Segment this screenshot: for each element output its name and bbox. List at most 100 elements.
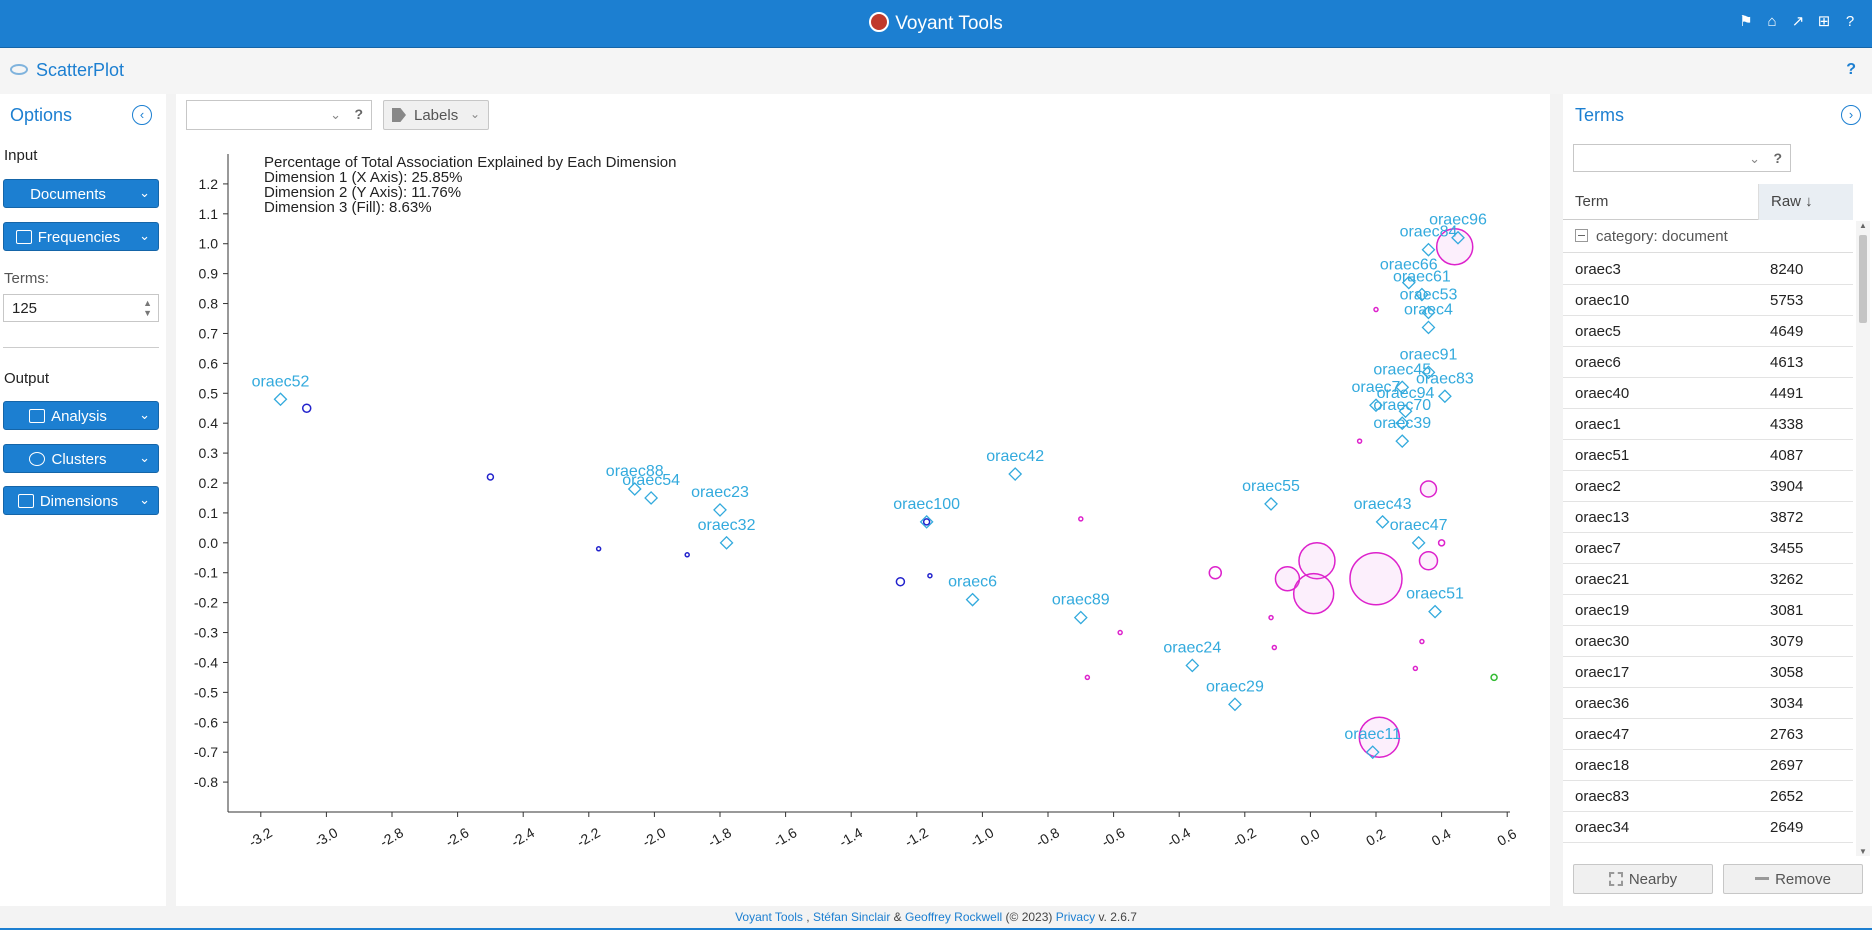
collapse-left-icon[interactable]: ‹: [132, 105, 152, 125]
document-point: [1421, 365, 1436, 380]
input-section-label: Input: [4, 147, 38, 164]
table-row[interactable]: oraec47 2763: [1563, 719, 1853, 750]
collapse-group-icon[interactable]: [1575, 229, 1588, 242]
table-row[interactable]: oraec40 4491: [1563, 378, 1853, 409]
x-tick-label: -0.6: [1099, 824, 1128, 850]
table-row[interactable]: oraec2 3904: [1563, 471, 1853, 502]
voyant-logo-icon: [869, 12, 890, 32]
scroll-thumb[interactable]: [1859, 235, 1867, 323]
scatterplot-area: ⌄ ? Labels ⌄ 1.2 1.1 1.0 0.9 0.8 0.7 0.6 0.5 0.4…: [176, 94, 1550, 906]
terms-search-select[interactable]: ⌄ ?: [1573, 144, 1791, 172]
raw-cell: 3034: [1770, 695, 1804, 712]
minus-icon: [1755, 877, 1770, 880]
table-row[interactable]: oraec36 3034: [1563, 688, 1853, 719]
nearby-button[interactable]: Nearby: [1573, 864, 1713, 894]
analysis-button[interactable]: Analysis ⌄: [3, 401, 159, 430]
table-row[interactable]: oraec5 4649: [1563, 316, 1853, 347]
document-select[interactable]: ⌄ ?: [186, 100, 372, 130]
clusters-button[interactable]: Clusters ⌄: [3, 444, 159, 473]
y-tick-label: 1.2: [199, 176, 219, 192]
document-label: oraec32: [698, 517, 756, 534]
chevron-down-icon: ⌄: [1749, 151, 1760, 166]
document-point: [919, 514, 934, 529]
top-icons: ⚑ ⌂ ↗ ⊞ ?: [1738, 14, 1858, 30]
collapse-right-icon[interactable]: ›: [1841, 105, 1861, 125]
export-icon[interactable]: ↗: [1791, 13, 1805, 30]
document-label: oraec42: [986, 448, 1044, 465]
table-row[interactable]: oraec21 3262: [1563, 564, 1853, 595]
column-raw[interactable]: Raw ↓: [1759, 184, 1853, 220]
term-point: [595, 546, 602, 552]
raw-cell: 3872: [1770, 509, 1804, 526]
app-brand[interactable]: Voyant Tools: [0, 12, 1872, 35]
term-point: [1490, 673, 1498, 682]
table-row[interactable]: oraec19 3081: [1563, 595, 1853, 626]
help-icon[interactable]: ?: [1845, 13, 1855, 30]
scroll-down-icon[interactable]: ▼: [1859, 847, 1867, 856]
scroll-up-icon[interactable]: ▲: [1859, 221, 1867, 230]
table-row[interactable]: oraec13 3872: [1563, 502, 1853, 533]
x-tick-label: -2.8: [377, 824, 406, 850]
table-row[interactable]: oraec7 3455: [1563, 533, 1853, 564]
table-row[interactable]: oraec34 2649: [1563, 812, 1853, 843]
x-tick-label: -1.4: [836, 824, 865, 850]
terms-count-input[interactable]: 125 ▲ ▼: [3, 294, 159, 322]
frequencies-button[interactable]: Frequencies ⌄: [3, 222, 159, 251]
author-link-sinclair[interactable]: Stéfan Sinclair: [812, 910, 891, 924]
table-row[interactable]: oraec10 5753: [1563, 285, 1853, 316]
document-point: [1421, 242, 1436, 257]
document-point: [627, 482, 642, 496]
calculator-icon: [29, 409, 46, 423]
panel-help-button[interactable]: ?: [1846, 61, 1856, 78]
documents-button[interactable]: Documents ⌄: [3, 179, 159, 208]
author-link-rockwell[interactable]: Geoffrey Rockwell: [905, 910, 1003, 924]
table-row[interactable]: oraec1 4338: [1563, 409, 1853, 440]
y-tick-label: -0.5: [194, 684, 218, 700]
translate-icon[interactable]: ⚑: [1739, 13, 1753, 30]
term-point: [1358, 716, 1401, 758]
x-tick-label: -3.0: [311, 824, 340, 850]
document-label: oraec53: [1400, 287, 1458, 304]
table-row[interactable]: oraec18 2697: [1563, 750, 1853, 781]
y-tick-label: 0.7: [199, 325, 219, 341]
term-point: [1373, 306, 1379, 313]
table-row[interactable]: oraec17 3058: [1563, 657, 1853, 688]
term-cell: oraec30: [1575, 633, 1630, 650]
document-label: oraec24: [1163, 639, 1221, 656]
term-point: [927, 572, 933, 579]
document-label: oraec70: [1373, 397, 1431, 414]
table-row[interactable]: oraec51 4087: [1563, 440, 1853, 471]
term-cell: oraec19: [1575, 602, 1630, 619]
help-icon[interactable]: ?: [1773, 150, 1782, 166]
document-label: oraec54: [622, 472, 680, 489]
home-icon[interactable]: ⌂: [1767, 13, 1777, 30]
term-point: [1437, 539, 1446, 547]
scatter-plot[interactable]: 1.2 1.1 1.0 0.9 0.8 0.7 0.6 0.5 0.4 0.3 0.2 0.1 0.0 -…: [176, 136, 1550, 906]
terms-scrollbar[interactable]: ▲ ▼: [1856, 221, 1870, 856]
raw-cell: 4491: [1770, 385, 1804, 402]
raw-cell: 5753: [1770, 292, 1804, 309]
document-point: [1398, 404, 1413, 419]
x-tick-label: -2.4: [508, 824, 537, 850]
group-header[interactable]: category: document: [1563, 221, 1853, 253]
dimensions-button[interactable]: Dimensions ⌄: [3, 486, 159, 515]
table-row[interactable]: oraec6 4613: [1563, 347, 1853, 378]
x-tick-label: -0.2: [1230, 824, 1259, 850]
help-icon[interactable]: ?: [354, 106, 363, 122]
windows-icon[interactable]: ⊞: [1817, 13, 1831, 30]
privacy-link[interactable]: Privacy: [1055, 910, 1096, 924]
document-label: oraec89: [1052, 592, 1110, 609]
options-panel: Options ‹ Input Documents ⌄ Frequencies ⌄ …: [0, 94, 166, 906]
line-chart-icon: [15, 230, 32, 244]
labels-button[interactable]: Labels ⌄: [383, 100, 489, 130]
voyant-link[interactable]: Voyant Tools: [735, 910, 803, 924]
spinner-icon[interactable]: ▲ ▼: [143, 298, 152, 318]
column-term[interactable]: Term: [1563, 184, 1759, 220]
table-row[interactable]: oraec3 8240: [1563, 254, 1853, 285]
raw-cell: 2697: [1770, 757, 1804, 774]
table-row[interactable]: oraec83 2652: [1563, 781, 1853, 812]
plot-toolbar: ⌄ ? Labels ⌄: [176, 94, 1550, 136]
remove-button[interactable]: Remove: [1723, 864, 1863, 894]
table-row[interactable]: oraec30 3079: [1563, 626, 1853, 657]
document-label: oraec39: [1373, 415, 1431, 432]
